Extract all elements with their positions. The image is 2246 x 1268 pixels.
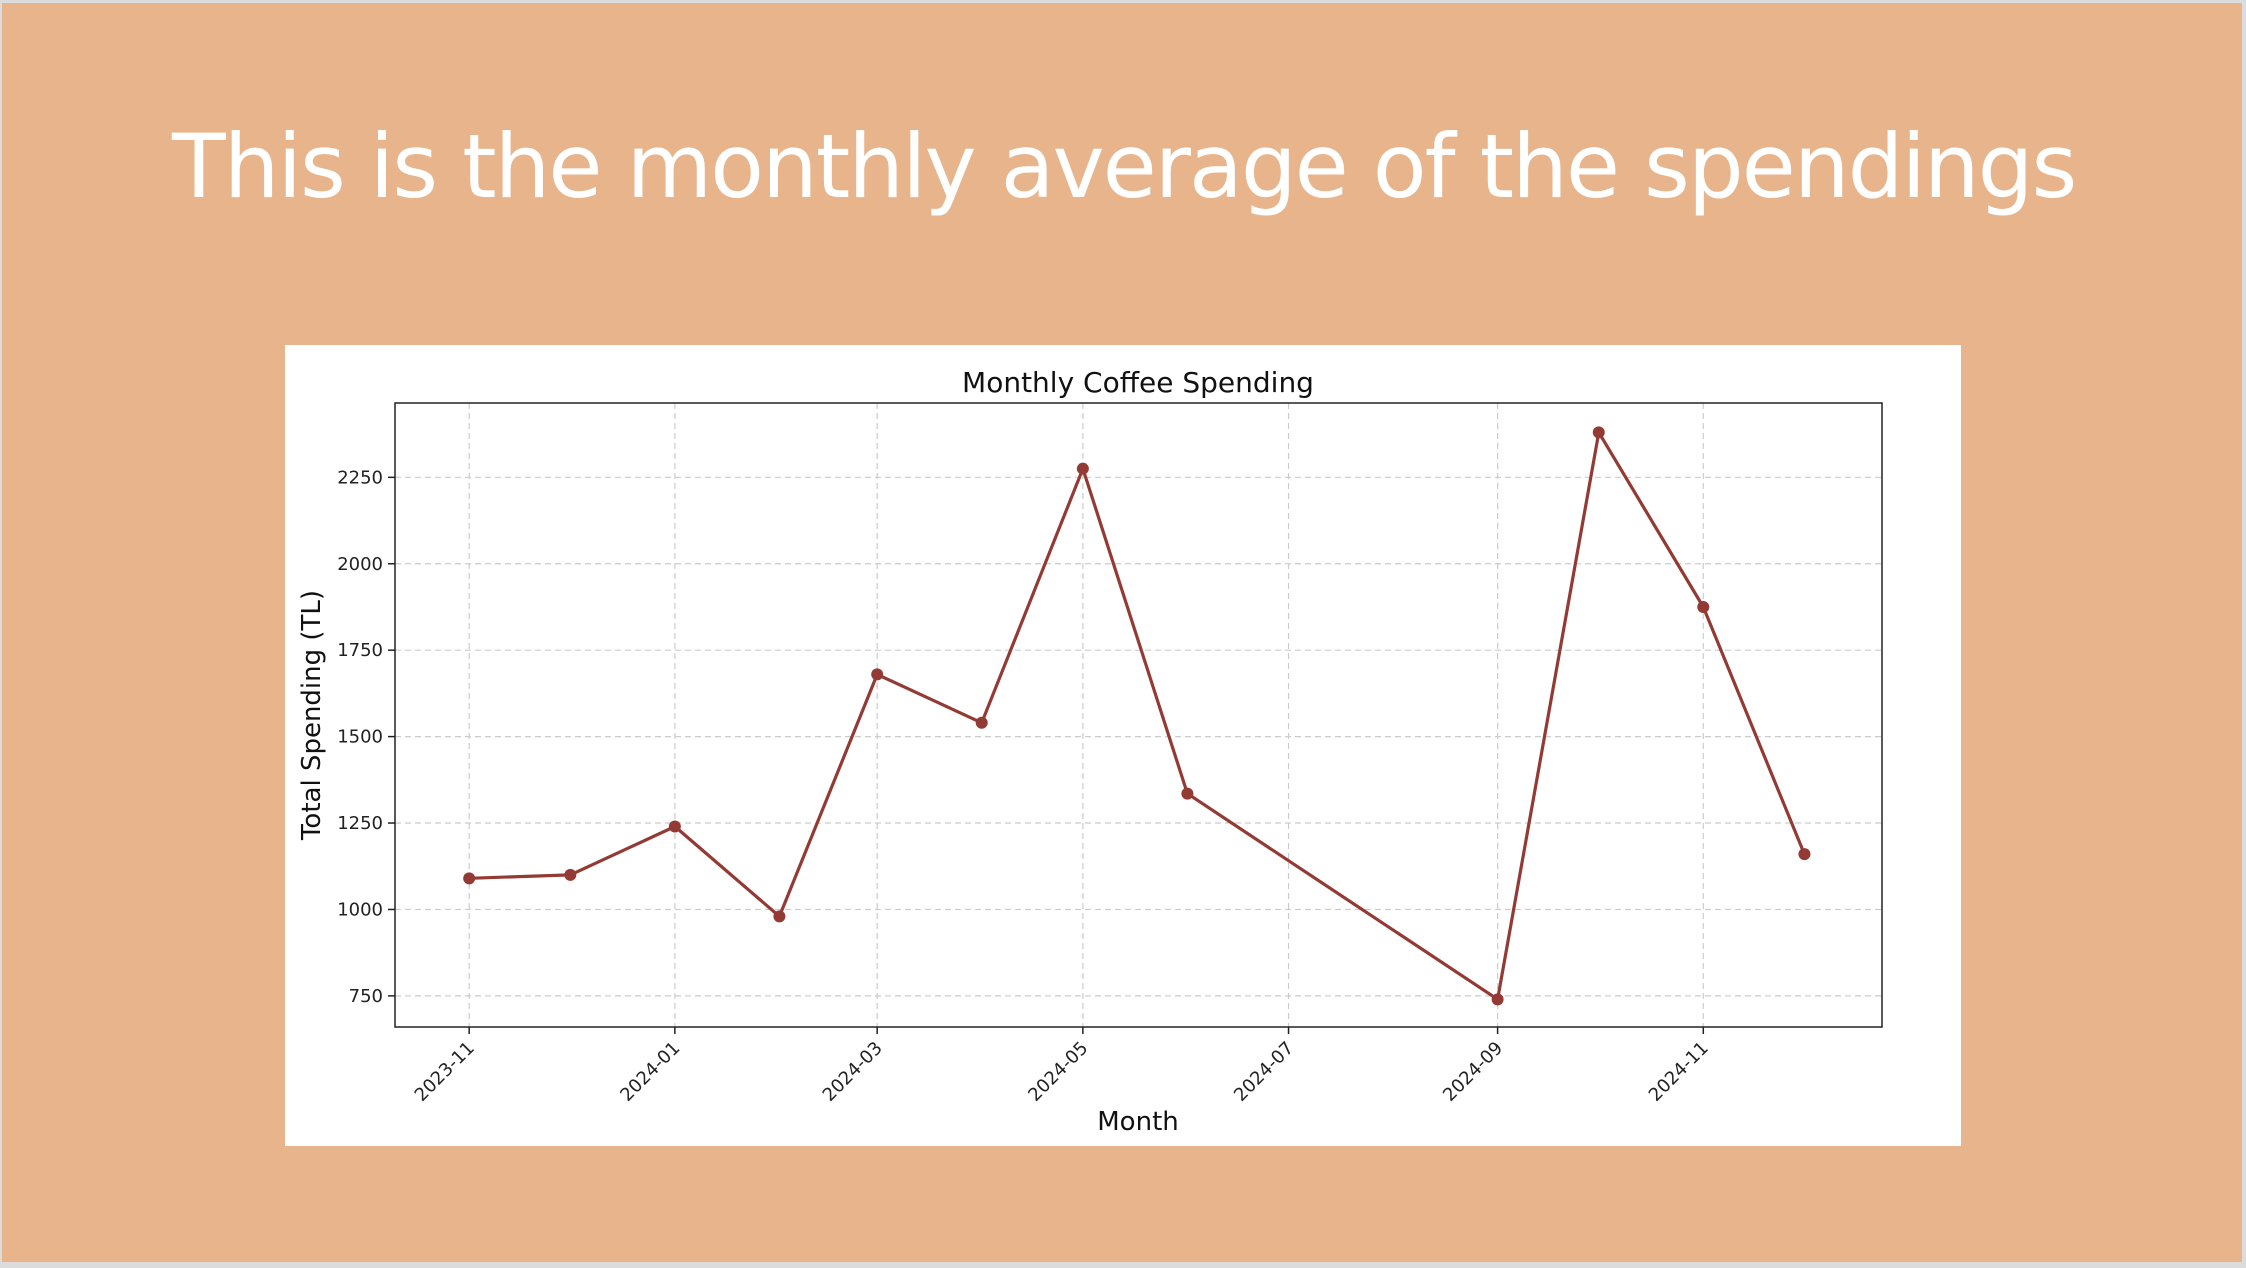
slide-title: This is the monthly average of the spend… — [172, 115, 2077, 218]
data-point — [1697, 600, 1710, 613]
y-tick-label: 1750 — [337, 640, 383, 661]
y-tick-label: 1250 — [337, 813, 383, 834]
data-point — [463, 872, 476, 885]
data-point — [1798, 848, 1811, 861]
x-tick-label: 2024-11 — [1645, 1038, 1713, 1106]
data-point — [1076, 462, 1089, 475]
plot-frame — [394, 402, 1883, 1028]
x-axis-label: Month — [1097, 1107, 1179, 1137]
chart-svg: 750 1000 1250 1500 1750 2000 2250 2023-11 2024-0… — [297, 366, 1883, 1137]
data-point — [564, 868, 577, 881]
data-point — [871, 668, 884, 681]
data-point — [1491, 993, 1504, 1006]
y-tick-label: 1000 — [337, 899, 383, 920]
series-line — [469, 430, 1806, 1001]
data-point — [668, 820, 681, 833]
chart-panel: 750 1000 1250 1500 1750 2000 2250 2023-11 2024-0… — [285, 345, 1961, 1146]
y-tick-label: 750 — [349, 986, 383, 1007]
chart-title: Monthly Coffee Spending — [962, 366, 1314, 399]
x-tick-label: 2024-05 — [1024, 1038, 1092, 1106]
data-point — [1181, 787, 1194, 800]
x-tick-label: 2024-09 — [1439, 1038, 1507, 1106]
grid-layer — [395, 403, 1882, 1027]
data-point — [975, 716, 988, 729]
slide: This is the monthly average of the spend… — [2, 3, 2242, 1262]
series-layer — [463, 426, 1811, 1006]
y-tick-label: 1500 — [337, 727, 383, 748]
ticks-layer: 750 1000 1250 1500 1750 2000 2250 2023-11 2024-0… — [337, 467, 1713, 1105]
x-tick-label: 2024-03 — [819, 1038, 887, 1106]
y-tick-label: 2250 — [337, 467, 383, 488]
data-point — [773, 910, 786, 923]
y-tick-label: 2000 — [337, 554, 383, 575]
x-tick-label: 2024-01 — [616, 1038, 684, 1106]
x-tick-label: 2023-11 — [411, 1038, 479, 1106]
data-point — [1592, 426, 1605, 439]
y-axis-label: Total Spending (TL) — [297, 590, 327, 841]
x-tick-label: 2024-07 — [1230, 1038, 1298, 1106]
